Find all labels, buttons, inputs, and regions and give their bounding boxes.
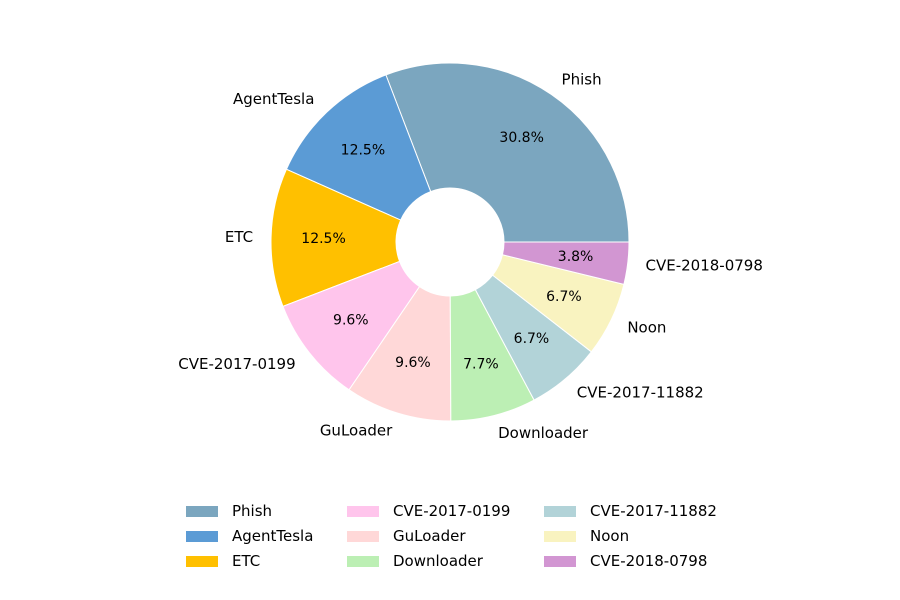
legend-label-etc: ETC	[232, 552, 260, 570]
legend-item-agenttesla: AgentTesla	[186, 527, 313, 545]
legend-swatch-noon	[544, 531, 576, 542]
slice-label-noon: Noon	[627, 319, 666, 337]
slice-label-etc: ETC	[225, 228, 253, 246]
legend-swatch-phish	[186, 506, 218, 517]
pct-label-noon: 6.7%	[546, 289, 582, 305]
legend-label-noon: Noon	[590, 527, 629, 545]
legend-swatch-cve-2017-0199	[347, 506, 379, 517]
slice-label-agenttesla: AgentTesla	[233, 90, 314, 108]
pct-label-downloader: 7.7%	[463, 357, 499, 373]
pct-label-cve-2018-0798: 3.8%	[558, 249, 594, 265]
legend-item-cve-2018-0798: CVE-2018-0798	[544, 552, 707, 570]
legend: Phish AgentTesla ETC CVE-2017-0199 GuLoader D…	[186, 502, 717, 570]
slice-cve-2018-0798	[501, 241, 630, 285]
slice-label-guloader: GuLoader	[320, 421, 393, 439]
legend-label-phish: Phish	[232, 502, 272, 520]
slice-label-downloader: Downloader	[498, 424, 589, 442]
legend-swatch-guloader	[347, 531, 379, 542]
slice-label-cve-2017-11882: CVE-2017-11882	[577, 384, 704, 402]
legend-label-cve-2017-11882: CVE-2017-11882	[590, 502, 717, 520]
pct-label-cve-2017-11882: 6.7%	[514, 331, 550, 347]
legend-swatch-etc	[186, 556, 218, 567]
pct-label-guloader: 9.6%	[395, 355, 431, 371]
percent-labels-group: 30.8% 12.5% 12.5% 9.6% 9.6% 7.7% 6.7% 6.7% 3.8%	[301, 130, 593, 373]
slices-group	[270, 62, 630, 422]
legend-swatch-downloader	[347, 556, 379, 567]
slice-agenttesla	[285, 74, 432, 221]
legend-item-cve-2017-11882: CVE-2017-11882	[544, 502, 717, 520]
pct-label-etc: 12.5%	[301, 231, 345, 247]
slice-label-cve-2017-0199: CVE-2017-0199	[178, 355, 295, 373]
legend-item-guloader: GuLoader	[347, 527, 466, 545]
legend-label-agenttesla: AgentTesla	[232, 527, 313, 545]
pct-label-agenttesla: 12.5%	[341, 142, 385, 158]
legend-swatch-cve-2018-0798	[544, 556, 576, 567]
slice-label-phish: Phish	[562, 71, 602, 89]
pct-label-cve-2017-0199: 9.6%	[333, 313, 369, 329]
legend-label-guloader: GuLoader	[393, 527, 466, 545]
legend-label-cve-2018-0798: CVE-2018-0798	[590, 552, 707, 570]
legend-item-etc: ETC	[186, 552, 260, 570]
legend-item-cve-2017-0199: CVE-2017-0199	[347, 502, 510, 520]
legend-swatch-agenttesla	[186, 531, 218, 542]
legend-swatch-cve-2017-11882	[544, 506, 576, 517]
legend-label-downloader: Downloader	[393, 552, 484, 570]
legend-item-noon: Noon	[544, 527, 629, 545]
slice-labels-group: Phish AgentTesla ETC CVE-2017-0199 GuLoader D…	[178, 71, 763, 442]
legend-item-downloader: Downloader	[347, 552, 484, 570]
slice-etc	[270, 168, 402, 308]
slice-label-cve-2018-0798: CVE-2018-0798	[645, 256, 762, 274]
pct-label-phish: 30.8%	[499, 130, 543, 146]
legend-item-phish: Phish	[186, 502, 272, 520]
slice-phish	[385, 62, 630, 243]
legend-label-cve-2017-0199: CVE-2017-0199	[393, 502, 510, 520]
